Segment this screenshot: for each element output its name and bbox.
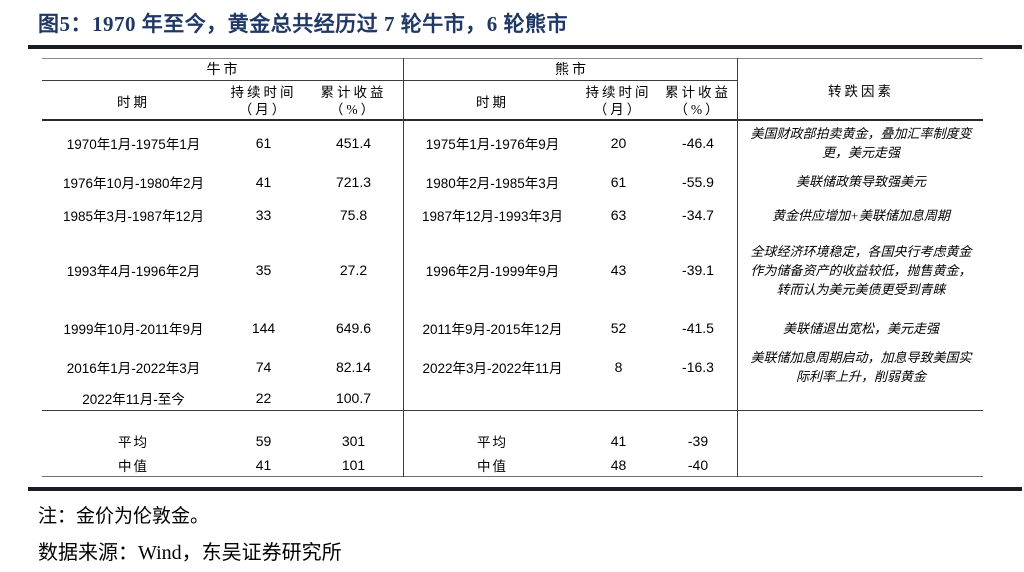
bull-duration-cell: 35 bbox=[255, 262, 272, 278]
bull-duration-cell: 41 bbox=[255, 173, 272, 190]
bear-period-cell: 1996年2月-1999年9月 bbox=[425, 264, 560, 279]
table-bottom-border bbox=[42, 476, 983, 477]
bear-factor-divider bbox=[737, 58, 738, 477]
bull-duration-cell: 22 bbox=[255, 390, 272, 406]
bear-duration-header: 持续时间 （月） bbox=[580, 80, 657, 121]
bull-return-cell: 100.7 bbox=[335, 390, 372, 406]
bull-return-cell: 75.8 bbox=[339, 207, 368, 223]
title-divider-rule bbox=[28, 45, 1022, 49]
bull-bear-divider bbox=[403, 58, 404, 477]
bear-section-header: 熊市 bbox=[555, 63, 589, 78]
bear-duration-cell bbox=[580, 386, 657, 410]
bear-duration-cell: 20 bbox=[610, 135, 627, 151]
bull-duration-header: 持续时间 （月） bbox=[225, 80, 302, 121]
bull-return-cell: 649.6 bbox=[335, 320, 372, 336]
bull-period-header: 时期 bbox=[117, 94, 150, 110]
figure-note: 注：金价为伦敦金。 bbox=[38, 506, 210, 527]
return-header-line2: （%） bbox=[674, 101, 722, 117]
bear-average-label: 平均 bbox=[477, 435, 508, 450]
bear-average-duration: 41 bbox=[610, 433, 627, 449]
figure-bottom-rule bbox=[28, 487, 1022, 491]
bear-period-cell: 2011年9月-2015年12月 bbox=[422, 322, 563, 337]
bear-duration-cell: 61 bbox=[610, 173, 627, 190]
bear-return-cell: -39.1 bbox=[682, 262, 714, 278]
bear-median-duration: 48 bbox=[610, 457, 627, 473]
bull-average-duration: 59 bbox=[255, 433, 272, 449]
turn-factor-cell: 黄金供应增加+美联储加息周期 bbox=[772, 207, 950, 223]
bull-return-header: 累计收益 （%） bbox=[302, 80, 405, 121]
bear-median-label: 中值 bbox=[477, 459, 508, 474]
duration-header-line2: （月） bbox=[238, 101, 289, 117]
bull-period-cell: 1985年3月-1987年12月 bbox=[62, 209, 205, 224]
bull-median-return: 101 bbox=[341, 457, 366, 473]
bull-duration-cell: 144 bbox=[251, 320, 276, 336]
bear-period-cell: 1980年2月-1985年3月 bbox=[425, 175, 560, 191]
bull-period-cell: 1970年1月-1975年1月 bbox=[66, 137, 201, 152]
return-header-line2: （%） bbox=[329, 101, 378, 117]
bull-average-return: 301 bbox=[341, 433, 366, 449]
bear-duration-cell: 8 bbox=[614, 359, 623, 375]
bear-period-cell: 1987年12月-1993年3月 bbox=[421, 209, 564, 224]
turn-factor-cell: 美联储政策导致强美元 bbox=[795, 174, 926, 189]
bull-period-cell: 1993年4月-1996年2月 bbox=[66, 264, 201, 279]
bear-period-cell: 2022年3月-2022年11月 bbox=[422, 361, 563, 376]
bear-period-cell bbox=[405, 386, 580, 410]
bull-return-cell: 82.14 bbox=[335, 359, 372, 375]
bear-duration-cell: 63 bbox=[610, 207, 627, 223]
bull-period-cell: 2016年1月-2022年3月 bbox=[66, 361, 201, 376]
figure-title: 图5：1970 年至今，黄金总共经历过 7 轮牛市，6 轮熊市 bbox=[38, 12, 568, 36]
turn-factor-cell: 美联储加息周期启动，加息导致美国实际利率上升，削弱黄金 bbox=[750, 350, 972, 384]
bull-period-cell: 2022年11月-至今 bbox=[82, 392, 185, 407]
bear-return-cell bbox=[657, 386, 739, 410]
column-header-underline bbox=[42, 119, 983, 121]
bull-duration-cell: 74 bbox=[255, 359, 272, 375]
factor-column-header: 转跌因素 bbox=[828, 83, 894, 99]
bear-duration-cell: 43 bbox=[610, 262, 627, 278]
bear-return-cell: -41.5 bbox=[682, 320, 714, 336]
bear-return-cell: -16.3 bbox=[682, 359, 714, 375]
table-grid: 牛市 熊市 转跌因素 时期 持续时间 （月） 累计收益 （%） 时期 持续时间 … bbox=[42, 58, 983, 477]
data-source-note: 数据来源：Wind，东吴证券研究所 bbox=[38, 542, 342, 564]
bear-average-return: -39 bbox=[687, 433, 709, 449]
turn-factor-cell: 美国财政部拍卖黄金，叠加汇率制度变更，美元走强 bbox=[750, 126, 972, 160]
turn-factor-cell: 全球经济环境稳定，各国央行考虑黄金作为储备资产的收益较低，抛售黄金，转而认为美元… bbox=[750, 243, 972, 297]
section-header-underline bbox=[42, 80, 737, 81]
bear-period-cell: 1975年1月-1976年9月 bbox=[425, 137, 560, 152]
turn-factor-cell bbox=[739, 386, 983, 410]
bull-return-cell: 451.4 bbox=[335, 135, 372, 151]
bull-period-cell: 1976年10月-1980年2月 bbox=[62, 175, 205, 191]
bull-median-duration: 41 bbox=[255, 457, 272, 473]
bull-median-label: 中值 bbox=[118, 459, 149, 474]
bull-duration-cell: 61 bbox=[255, 135, 272, 151]
bear-period-header: 时期 bbox=[476, 94, 509, 110]
bear-return-cell: -46.4 bbox=[682, 135, 714, 151]
bear-duration-cell: 52 bbox=[610, 320, 627, 336]
duration-header-line2: （月） bbox=[593, 101, 644, 117]
bull-section-header: 牛市 bbox=[206, 63, 241, 78]
return-header-line1: 累计收益 bbox=[320, 84, 387, 100]
bull-duration-cell: 33 bbox=[255, 207, 272, 223]
return-header-line1: 累计收益 bbox=[665, 84, 731, 100]
gold-bull-bear-table: 牛市 熊市 转跌因素 时期 持续时间 （月） 累计收益 （%） 时期 持续时间 … bbox=[42, 58, 983, 477]
turn-factor-cell: 美联储退出宽松，美元走强 bbox=[782, 320, 939, 336]
duration-header-line1: 持续时间 bbox=[230, 84, 297, 100]
bull-return-cell: 27.2 bbox=[339, 262, 368, 278]
bear-median-return: -40 bbox=[687, 457, 709, 473]
duration-header-line1: 持续时间 bbox=[585, 84, 652, 100]
bear-return-cell: -55.9 bbox=[682, 173, 714, 190]
summary-separator-line bbox=[42, 410, 983, 411]
bull-period-cell: 1999年10月-2011年9月 bbox=[63, 322, 204, 337]
table-top-border bbox=[42, 58, 983, 59]
bull-return-cell: 721.3 bbox=[335, 173, 372, 190]
bear-return-header: 累计收益 （%） bbox=[657, 80, 739, 121]
bear-return-cell: -34.7 bbox=[682, 207, 714, 223]
bull-average-label: 平均 bbox=[118, 435, 149, 450]
